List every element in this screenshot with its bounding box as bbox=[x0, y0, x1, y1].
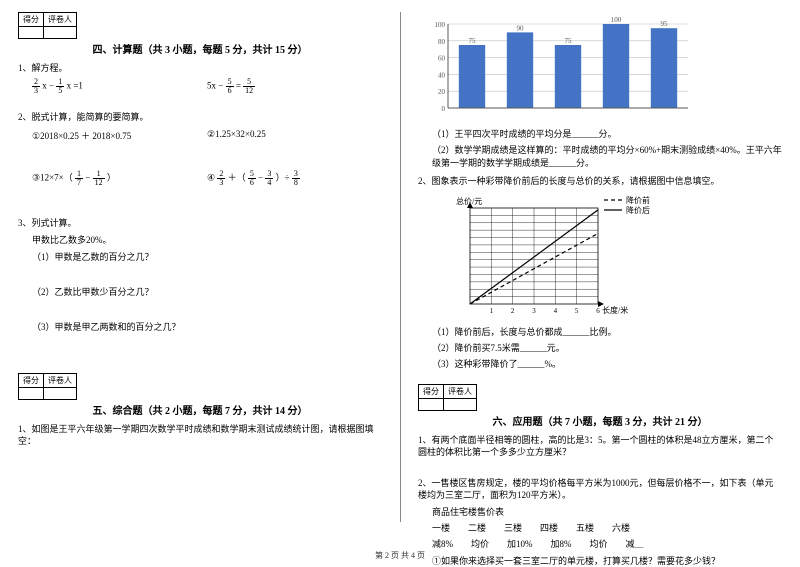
q5-1-stem: 1、如图是王平六年级第一学期四次数学平时成绩和数学期末测试成绩统计图，请根据图填… bbox=[18, 423, 382, 448]
svg-text:20: 20 bbox=[438, 88, 446, 96]
svg-text:3: 3 bbox=[532, 307, 536, 315]
q4-3-a: （1）甲数是乙数的百分之几？ bbox=[32, 250, 382, 263]
q4-2-b: ②1.25×32×0.25 bbox=[207, 129, 382, 142]
q4-3-b: （2）乙数比甲数少百分之几？ bbox=[32, 285, 382, 298]
q4-2-c: ③12×7×（ 17 − 112 ） bbox=[32, 170, 207, 187]
q5-1a: （1）王平四次平时成绩的平均分是______分。 bbox=[432, 127, 782, 140]
section-6-title: 六、应用题（共 7 小题，每题 3 分，共计 21 分） bbox=[418, 413, 782, 428]
svg-text:100: 100 bbox=[435, 21, 446, 29]
q4-1-eq1: 23 x − 15 x =1 bbox=[32, 78, 207, 95]
svg-text:4: 4 bbox=[554, 307, 558, 315]
q4-3-c: （3）甲数是甲乙两数和的百分之几？ bbox=[32, 320, 382, 333]
svg-text:1: 1 bbox=[490, 307, 494, 315]
svg-text:降价后: 降价后 bbox=[626, 205, 650, 215]
line-chart: 123456总价/元长度/米降价前降价后 bbox=[448, 190, 658, 320]
svg-text:75: 75 bbox=[565, 37, 573, 45]
score-box-6: 得分评卷人 bbox=[418, 384, 782, 411]
q6-2-headers: 一楼 二楼 三楼 四楼 五楼 六楼 bbox=[432, 521, 782, 534]
svg-text:0: 0 bbox=[442, 105, 446, 113]
q6-2-rows: 减8% 均价 加10% 加8% 均价 减＿ bbox=[432, 537, 782, 550]
q4-3-stem: 3、列式计算。 bbox=[18, 217, 382, 230]
svg-text:长度/米: 长度/米 bbox=[602, 305, 628, 315]
column-divider bbox=[400, 12, 401, 522]
svg-text:100: 100 bbox=[611, 16, 622, 24]
grader-label: 评卷人 bbox=[44, 13, 77, 27]
bar-chart: 0 20 40 60 80 100 75 90 75 100 95 bbox=[424, 12, 694, 122]
q5-2-a: （1）降价前后，长度与总价都成______比例。 bbox=[432, 325, 782, 338]
svg-text:90: 90 bbox=[517, 24, 525, 32]
q5-2-stem: 2、图象表示一种彩带降价前后的长度与总价的关系，请根据图中信息填空。 bbox=[418, 175, 782, 188]
svg-text:6: 6 bbox=[596, 307, 600, 315]
svg-text:60: 60 bbox=[438, 55, 446, 63]
q4-2-a: ①2018×0.25 ＋ 2018×0.75 bbox=[32, 129, 207, 142]
q6-1: 1、有两个底面半径相等的圆柱，高的比是3：5。第一个圆柱的体积是48立方厘米，第… bbox=[418, 434, 782, 459]
svg-text:5: 5 bbox=[575, 307, 579, 315]
score-box-5: 得分评卷人 bbox=[18, 373, 382, 400]
q5-1b: （2）数学学期成绩是这样算的：平时成绩的平均分×60%+期末测验成绩×40%。王… bbox=[432, 143, 782, 169]
q5-2-c: （3）这种彩带降价了______%。 bbox=[432, 357, 782, 370]
q4-1-stem: 1、解方程。 bbox=[18, 62, 382, 75]
svg-text:95: 95 bbox=[661, 20, 669, 28]
page-footer: 第 2 页 共 4 页 bbox=[0, 550, 800, 561]
svg-text:降价前: 降价前 bbox=[626, 195, 650, 205]
svg-text:2: 2 bbox=[511, 307, 515, 315]
q6-2-stem: 2、一售楼区售房规定，楼的平均价格每平方米为1000元，但每层价格不一，如下表（… bbox=[418, 477, 782, 502]
q5-2-b: （2）降价前买7.5米需______元。 bbox=[432, 341, 782, 354]
q4-3-line: 甲数比乙数多20%。 bbox=[32, 233, 382, 246]
section-5-title: 五、综合题（共 2 小题，每题 7 分，共计 14 分） bbox=[18, 402, 382, 417]
q4-1-eq2: 5x − 56 = 512 bbox=[207, 78, 382, 95]
svg-text:40: 40 bbox=[438, 71, 446, 79]
q4-2-d: ④ 23 ＋（ 56 − 34 ）÷ 38 bbox=[207, 170, 382, 187]
svg-text:75: 75 bbox=[469, 37, 477, 45]
q4-2-stem: 2、脱式计算，能简算的要简算。 bbox=[18, 111, 382, 124]
q6-2-tbl-title: 商品住宅楼售价表 bbox=[432, 505, 782, 518]
score-box: 得分 评卷人 bbox=[18, 12, 382, 39]
section-4-title: 四、计算题（共 3 小题，每题 5 分，共计 15 分） bbox=[18, 41, 382, 56]
score-label: 得分 bbox=[19, 13, 44, 27]
svg-text:80: 80 bbox=[438, 38, 446, 46]
